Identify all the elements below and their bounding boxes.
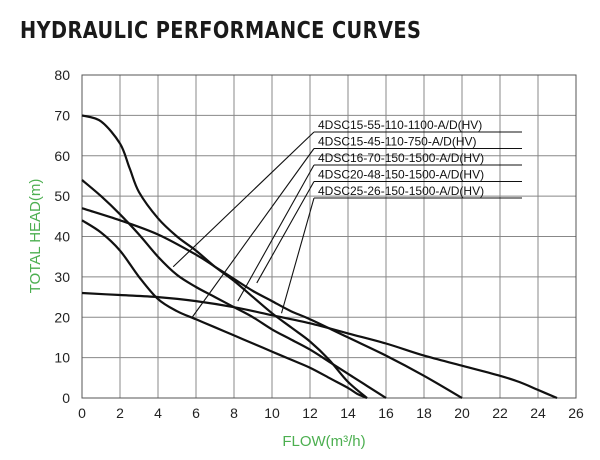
legend-leader-line bbox=[172, 131, 315, 268]
y-tick-label: 60 bbox=[54, 148, 70, 164]
series-line bbox=[81, 207, 463, 399]
x-tick-label: 12 bbox=[302, 405, 318, 421]
x-tick-label: 16 bbox=[378, 405, 394, 421]
x-tick-label: 24 bbox=[530, 405, 546, 421]
y-tick-labels: 0 10 20 30 40 50 60 70 80 bbox=[54, 67, 70, 406]
y-axis-label: TOTAL HEAD(m) bbox=[27, 179, 44, 294]
curves bbox=[81, 114, 558, 400]
legend-label: 4DSC15-45-110-750-A/D(HV) bbox=[318, 135, 477, 149]
legend-label: 4DSC15-55-110-1100-A/D(HV) bbox=[318, 118, 482, 132]
plot-border bbox=[81, 74, 577, 399]
series-line bbox=[81, 291, 558, 400]
x-tick-label: 2 bbox=[116, 405, 124, 421]
x-axis-label: FLOW(m³/h) bbox=[282, 433, 365, 450]
x-tick-label: 4 bbox=[154, 405, 162, 421]
legend-leader-line bbox=[191, 148, 315, 318]
legend-leader-line bbox=[237, 164, 315, 302]
x-tick-label: 14 bbox=[340, 405, 356, 421]
chart-title: HYDRAULIC PERFORMANCE CURVES bbox=[20, 18, 422, 44]
legend-label: 4DSC16-70-150-1500-A/D(HV) bbox=[318, 151, 484, 165]
x-tick-label: 6 bbox=[192, 405, 200, 421]
x-tick-label: 26 bbox=[568, 405, 584, 421]
y-tick-label: 70 bbox=[54, 107, 70, 123]
legend-leader-line bbox=[256, 181, 315, 284]
y-tick-label: 0 bbox=[62, 390, 70, 406]
x-tick-label: 0 bbox=[78, 405, 86, 421]
y-tick-label: 40 bbox=[54, 229, 70, 245]
legend: 4DSC15-55-110-1100-A/D(HV) 4DSC15-45-110-… bbox=[172, 118, 522, 318]
x-tick-label: 8 bbox=[230, 405, 238, 421]
y-tick-label: 50 bbox=[54, 188, 70, 204]
x-tick-label: 22 bbox=[492, 405, 508, 421]
x-tick-label: 18 bbox=[416, 405, 432, 421]
series-line bbox=[81, 219, 368, 400]
x-tick-labels: 0 2 4 6 8 10 12 14 16 18 20 22 24 26 bbox=[78, 405, 584, 421]
x-tick-label: 20 bbox=[454, 405, 470, 421]
y-tick-label: 20 bbox=[54, 309, 70, 325]
y-tick-label: 10 bbox=[54, 350, 70, 366]
legend-label: 4DSC20-48-150-1500-A/D(HV) bbox=[318, 168, 484, 182]
y-tick-label: 80 bbox=[54, 67, 70, 83]
legend-leader-line bbox=[280, 197, 315, 314]
legend-label: 4DSC25-26-150-1500-A/D(HV) bbox=[318, 184, 484, 198]
x-tick-label: 10 bbox=[264, 405, 280, 421]
y-tick-label: 30 bbox=[54, 269, 70, 285]
grid bbox=[81, 74, 577, 399]
